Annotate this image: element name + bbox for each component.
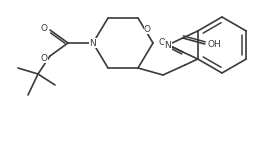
Text: OH: OH bbox=[208, 40, 222, 49]
Text: O: O bbox=[144, 25, 151, 34]
Text: N: N bbox=[164, 41, 171, 49]
Text: O: O bbox=[158, 37, 165, 46]
Text: N: N bbox=[90, 38, 96, 48]
Text: O: O bbox=[41, 53, 47, 62]
Text: O: O bbox=[41, 24, 47, 33]
